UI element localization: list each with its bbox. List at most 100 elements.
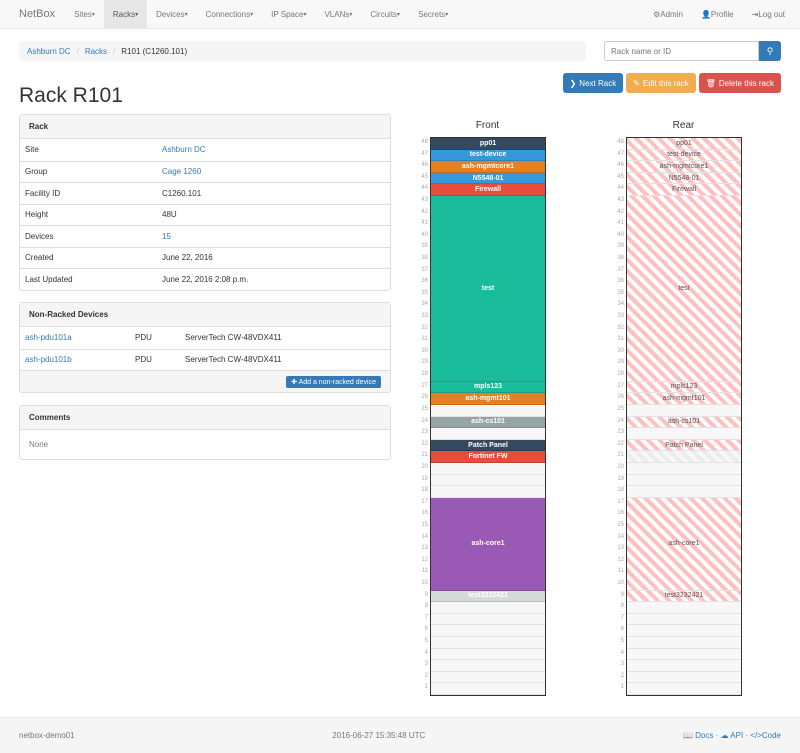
rack-device-rear[interactable]: test3232421 <box>627 590 741 603</box>
search-button[interactable]: ⚲ <box>759 41 781 61</box>
unit-number: 12 <box>617 556 624 563</box>
rack-device[interactable]: ash-core1 <box>431 497 545 591</box>
nav-vlans[interactable]: VLANs ▾ <box>315 0 361 29</box>
rack-unit-slot[interactable] <box>627 462 741 475</box>
rack-device-rear[interactable]: mpls123 <box>627 381 741 394</box>
unit-number: 14 <box>617 533 624 540</box>
unit-number: 24 <box>421 417 428 424</box>
rack-unit-slot[interactable] <box>431 671 545 684</box>
rack-device-rear[interactable]: Patch Panel <box>627 439 741 452</box>
nav-circuits[interactable]: Circuits ▾ <box>361 0 409 29</box>
brand-logo[interactable]: NetBox <box>19 8 56 20</box>
rack-device[interactable]: Firewall <box>431 184 545 196</box>
nav-admin[interactable]: ⚙ Admin <box>644 0 692 29</box>
rack-device-rear[interactable]: Firewall <box>627 184 741 196</box>
rack-unit-slot[interactable] <box>627 625 741 638</box>
rack-unit-slot[interactable] <box>431 660 545 672</box>
docs-link[interactable]: 📖 Docs <box>682 731 714 740</box>
rack-device-rear[interactable]: ash-mgmt101 <box>627 393 741 405</box>
api-link[interactable]: ☁ API <box>720 731 744 740</box>
nav-sites[interactable]: Sites ▾ <box>65 0 104 29</box>
search-icon: ⚲ <box>766 45 774 56</box>
rack-unit-slot[interactable] <box>431 404 545 417</box>
rack-device[interactable]: Fortinet FW <box>431 451 545 463</box>
edit-rack-button[interactable]: ✎ Edit this rack <box>626 73 696 93</box>
rack-unit-slot[interactable] <box>627 404 741 417</box>
caret-down-icon: ▾ <box>445 11 449 18</box>
search-input[interactable] <box>604 41 759 61</box>
rack-device-rear[interactable]: N5548-01 <box>627 172 741 185</box>
nav-profile[interactable]: 👤 Profile <box>692 0 743 29</box>
nav-racks[interactable]: Racks ▾ <box>103 0 148 29</box>
rack-attr-row: Created June 22, 2016 <box>20 246 390 269</box>
attr-value[interactable]: Ashburn DC <box>162 145 206 155</box>
rack-unit-slot[interactable] <box>431 683 545 696</box>
add-non-racked-device-button[interactable]: ✚ Add a non-racked device <box>286 375 381 388</box>
rack-device[interactable]: ash-mgmtcore1 <box>431 161 545 173</box>
rack-unit-slot[interactable] <box>627 660 741 672</box>
rack-device-rear[interactable]: ash-mgmtcore1 <box>627 161 741 173</box>
rack-device[interactable]: N5548-01 <box>431 172 545 185</box>
nav-ip-space[interactable]: IP Space ▾ <box>262 0 315 29</box>
rack-unit-slot[interactable] <box>431 613 545 626</box>
rack-unit-slot[interactable] <box>627 671 741 684</box>
rack-device-rear[interactable]: pp01 <box>627 138 741 150</box>
rack-device[interactable]: ash-mgmt101 <box>431 393 545 405</box>
rack-unit-slot[interactable] <box>431 602 545 614</box>
rack-unit-slot[interactable] <box>627 636 741 649</box>
unit-number: 27 <box>617 382 624 389</box>
unit-number: 1 <box>620 684 624 691</box>
rack-device-rear[interactable]: test <box>627 196 741 382</box>
rack-unit-slot[interactable] <box>431 625 545 638</box>
rack-device[interactable]: test3232421 <box>431 590 545 603</box>
nav-connections[interactable]: Connections ▾ <box>197 0 263 29</box>
rack-unit-slot[interactable] <box>431 462 545 475</box>
rack-device-rear[interactable]: test-device <box>627 149 741 162</box>
unit-number: 40 <box>421 231 428 238</box>
rack-unit-slot[interactable] <box>627 648 741 661</box>
rack-device[interactable]: mpls123 <box>431 381 545 394</box>
rack-unit-slot[interactable] <box>627 613 741 626</box>
rack-device-rear[interactable]: ash-core1 <box>627 497 741 591</box>
code-link[interactable]: </>Code <box>750 731 781 740</box>
unit-number: 24 <box>617 417 624 424</box>
unit-number: 33 <box>421 313 428 320</box>
nav-secrets[interactable]: Secrets ▾ <box>409 0 457 29</box>
breadcrumb-site[interactable]: Ashburn DC <box>27 46 71 56</box>
rack-device[interactable]: pp01 <box>431 138 545 150</box>
attr-value: C1260.101 <box>162 188 202 198</box>
unit-number: 40 <box>617 231 624 238</box>
unit-number: 47 <box>421 150 428 157</box>
rack-unit-slot[interactable] <box>431 474 545 487</box>
rack-unit-slot[interactable] <box>627 474 741 487</box>
rack-unit-slot[interactable] <box>627 428 741 440</box>
nav-log-out[interactable]: ⇥ Log out <box>743 0 794 29</box>
nav-devices[interactable]: Devices ▾ <box>147 0 196 29</box>
rack-unit-slot[interactable] <box>431 636 545 649</box>
nav-label: Admin <box>660 9 683 19</box>
unit-number: 20 <box>421 463 428 470</box>
device-link[interactable]: ash-pdu101b <box>25 355 72 365</box>
rack-device[interactable]: test <box>431 196 545 382</box>
breadcrumb-racks[interactable]: Racks <box>84 46 108 56</box>
rack-device-rear[interactable]: ash-cs101 <box>627 416 741 429</box>
unit-number: 21 <box>617 452 624 459</box>
rack-unit-slot[interactable] <box>431 648 545 661</box>
unit-number: 42 <box>421 208 428 215</box>
rack-device[interactable]: test-device <box>431 149 545 162</box>
rack-unit-slot[interactable] <box>627 683 741 696</box>
attr-value[interactable]: 15 <box>162 231 171 241</box>
rack-unit-slot[interactable] <box>627 602 741 614</box>
rack-search: ⚲ <box>604 41 781 61</box>
non-racked-panel: Non-Racked Devices ash-pdu101a PDU ServerT… <box>19 302 391 393</box>
rack-device-rear[interactable] <box>627 451 741 463</box>
attr-value[interactable]: Cage 1260 <box>162 167 202 177</box>
rack-device[interactable]: Patch Panel <box>431 439 545 452</box>
device-link[interactable]: ash-pdu101a <box>25 333 72 343</box>
delete-rack-button[interactable]: 🗑 Delete this rack <box>698 73 781 93</box>
rack-unit-slot[interactable] <box>431 486 545 498</box>
next-rack-button[interactable]: ❯ Next Rack <box>562 73 624 93</box>
rack-device[interactable]: ash-cs101 <box>431 416 545 429</box>
rack-unit-slot[interactable] <box>627 486 741 498</box>
rack-unit-slot[interactable] <box>431 428 545 440</box>
